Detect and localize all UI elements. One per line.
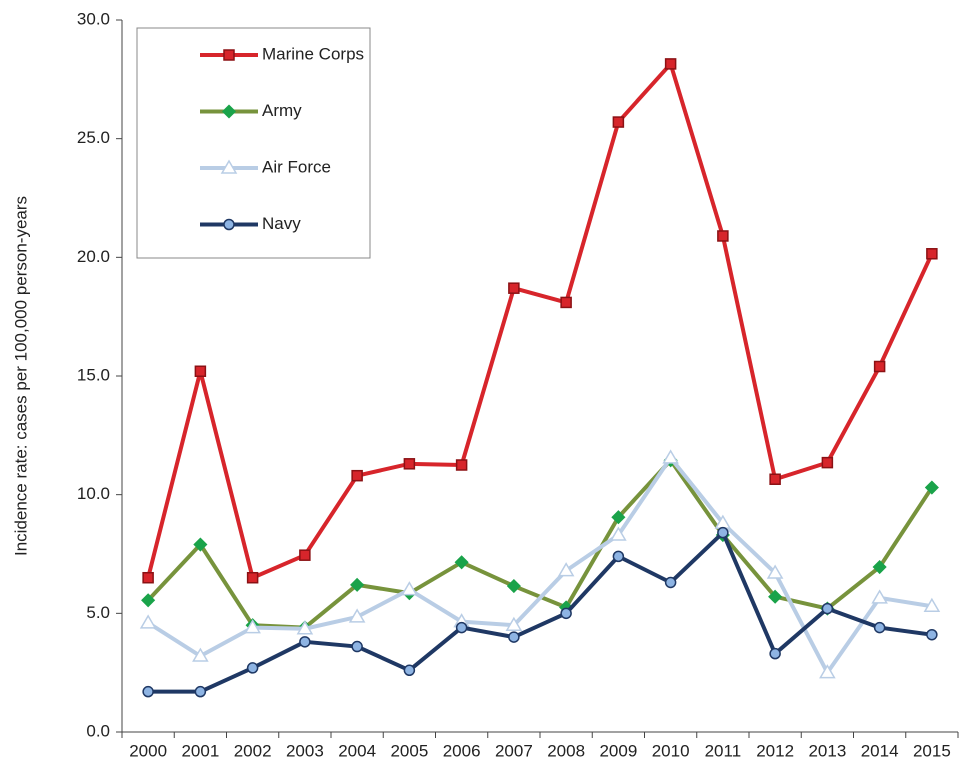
x-tick-label: 2005 [390,741,428,760]
data-point [192,647,209,662]
legend-marker [223,218,235,231]
data-point [350,577,365,592]
data-point [139,614,157,629]
x-tick-label: 2001 [181,741,219,760]
data-point [872,559,887,575]
data-point [142,685,154,698]
data-point [141,593,156,608]
data-point [403,458,416,470]
data-point [923,597,941,612]
y-tick-label: 15.0 [77,365,110,384]
data-point [505,616,523,631]
data-point [766,564,784,579]
data-point [612,550,625,563]
data-point [873,360,886,373]
data-point [455,459,468,471]
x-tick-label: 2007 [495,741,533,760]
x-tick-label: 2006 [443,741,481,760]
x-tick-label: 2002 [234,741,272,760]
series-line [146,458,934,630]
data-point [819,664,836,679]
data-point [246,662,259,674]
data-point [142,571,154,584]
x-tick-label: 2008 [547,741,585,760]
data-point [246,571,259,584]
y-tick-label: 5.0 [86,603,110,622]
data-point [296,620,314,635]
series-line [147,455,933,675]
data-point [717,230,729,242]
data-point [193,537,208,552]
data-point [348,608,366,623]
data-point [873,621,886,634]
x-tick-label: 2014 [861,741,899,760]
legend-label: Army [262,101,302,120]
data-point [351,640,363,653]
data-point [455,621,468,634]
data-point [769,647,781,660]
data-point [508,282,520,294]
data-point [821,456,834,469]
data-point [506,578,521,594]
data-point [299,549,311,561]
x-tick-label: 2000 [129,741,167,760]
legend-marker [220,159,238,174]
data-point [194,365,207,378]
data-point [403,664,416,677]
data-point [717,526,729,539]
data-point [611,510,626,525]
x-tick-label: 2012 [756,741,794,760]
series-line [148,530,933,694]
data-point [194,685,207,698]
x-tick-label: 2013 [808,741,846,760]
legend-label: Marine Corps [262,44,364,63]
data-point [299,636,311,648]
x-tick-label: 2011 [705,741,742,760]
legend-marker [221,104,237,119]
data-point [454,555,469,570]
legend-marker [223,49,235,61]
data-point [926,248,938,260]
y-tick-label: 0.0 [86,721,110,740]
data-point [351,469,363,482]
x-tick-label: 2010 [652,741,690,760]
legend-box [136,27,371,259]
data-point [662,449,679,464]
x-tick-label: 2003 [286,741,324,760]
data-point [560,607,572,620]
x-tick-label: 2015 [913,741,951,760]
data-point [769,473,781,485]
data-point [664,576,677,589]
x-tick-label: 2009 [599,741,637,760]
data-point [821,602,834,615]
data-point [664,58,677,70]
y-axis-label: Incidence rate: cases per 100,000 person… [11,196,30,556]
y-tick-label: 30.0 [77,9,110,28]
data-point [508,631,520,643]
data-point [610,526,627,541]
y-tick-label: 25.0 [77,128,110,147]
data-point [244,619,261,634]
data-point [924,480,939,495]
data-point [560,296,572,309]
data-point [612,116,625,128]
y-tick-label: 20.0 [77,247,110,266]
y-tick-label: 10.0 [77,484,110,503]
data-point [926,628,938,641]
data-point [768,589,783,604]
legend-label: Navy [262,214,301,233]
legend-label: Air Force [262,157,331,176]
series-line [146,61,934,580]
data-point [401,581,418,596]
data-point [871,589,888,604]
x-tick-label: 2004 [338,741,376,760]
data-point [557,562,575,577]
